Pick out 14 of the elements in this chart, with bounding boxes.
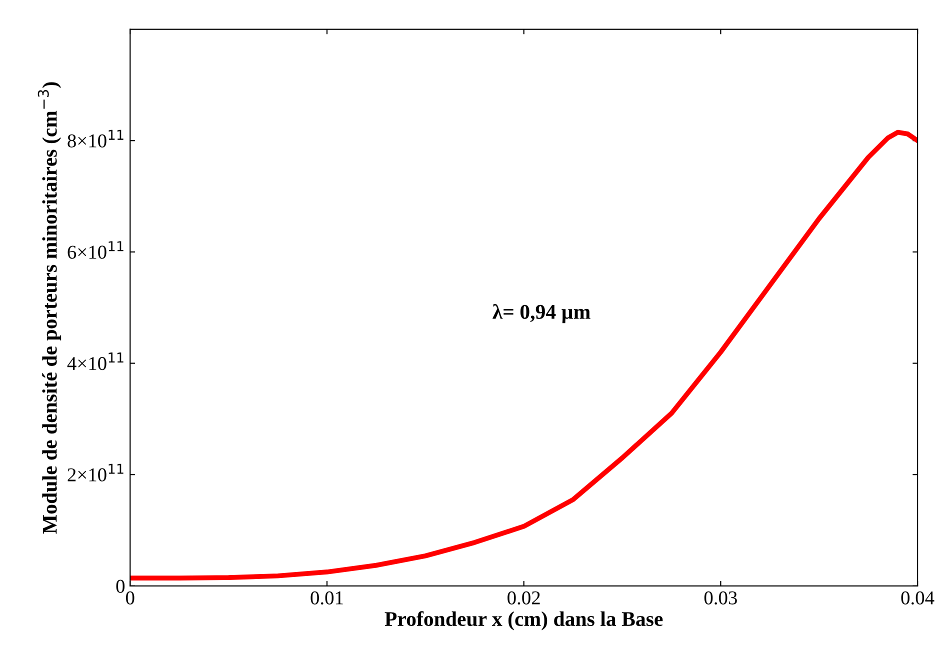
- x-axis-title: Profondeur x (cm) dans la Base: [384, 611, 663, 630]
- line-series: [130, 130, 918, 581]
- x-tick-label: 0: [126, 591, 134, 604]
- x-tick-label: 0.01: [310, 591, 343, 605]
- x-tick-label: 0.04: [901, 591, 934, 605]
- y-tick-label: 8×10$^{11}$: [68, 130, 124, 148]
- y-tick-label: 6×10$^{11}$: [68, 241, 124, 259]
- y-tick-label: 2×10$^{11}$: [68, 464, 124, 482]
- y-axis-title: Module de densité de porteurs minoritaires (cm$^{−3}$): [38, 82, 62, 534]
- y-tick-label: 0: [116, 580, 125, 593]
- annotation: λ= 0,94 µm: [492, 304, 590, 324]
- x-tick-label: 0.02: [508, 591, 540, 605]
- y-tick-label: 4×10$^{11}$: [67, 352, 124, 370]
- x-tick-label: 0.03: [704, 591, 737, 605]
